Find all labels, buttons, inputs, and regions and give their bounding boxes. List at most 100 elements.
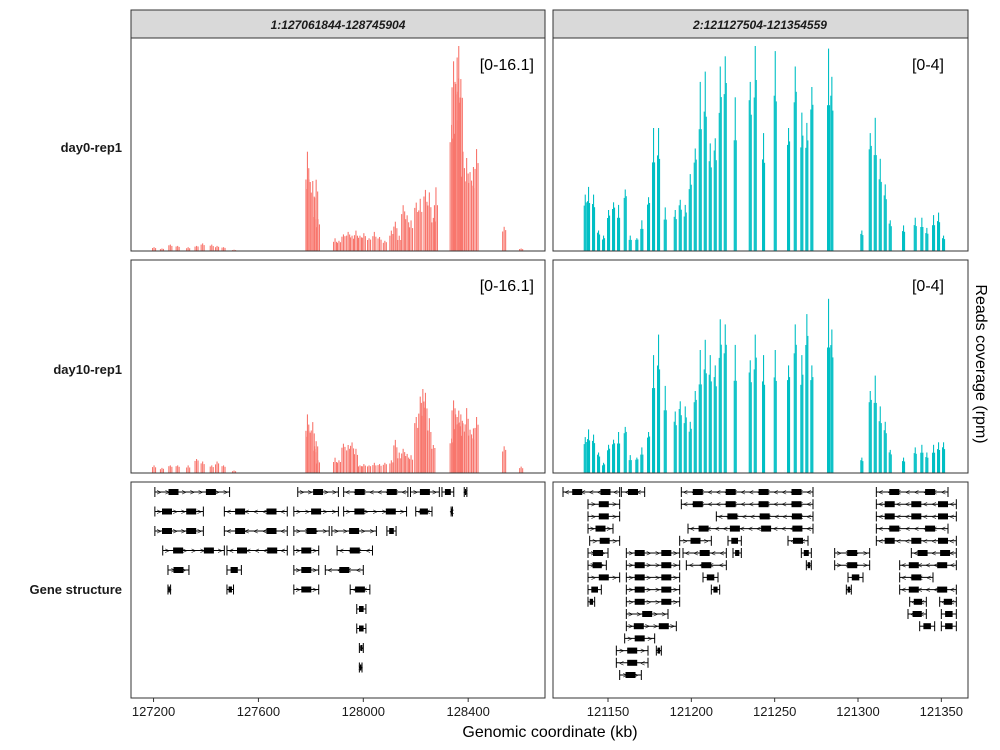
transcript: < < — [415, 506, 433, 517]
strand-arrow-icon: < — [272, 547, 277, 556]
coverage-bar — [753, 369, 755, 473]
coverage-bar — [733, 380, 735, 474]
strand-arrow-icon: < — [940, 549, 945, 558]
coverage-bar — [372, 236, 374, 251]
strand-arrow-icon: > — [591, 512, 596, 521]
exon-block — [661, 586, 672, 593]
coverage-bar — [460, 435, 462, 473]
coverage-bar — [344, 236, 346, 251]
strand-arrow-icon: < — [932, 512, 937, 521]
strand-arrow-icon: > — [308, 488, 313, 497]
exon-block — [354, 508, 365, 515]
strand-arrow-icon: < — [909, 586, 914, 595]
strand-arrow-icon: > — [646, 549, 651, 558]
transcript: > > > > > > > — [162, 545, 225, 556]
strand-arrow-icon: > — [304, 547, 309, 556]
strand-arrow-icon: > — [413, 488, 418, 497]
coverage-bar — [629, 455, 631, 473]
coverage-bar — [360, 466, 362, 473]
transcript: > > > — [587, 511, 621, 522]
exon-block — [628, 489, 638, 495]
coverage-bar — [623, 433, 625, 473]
coverage-bar — [598, 452, 600, 473]
coverage-bar — [585, 202, 587, 251]
strand-arrow-icon: < — [774, 512, 779, 521]
exon-block — [634, 598, 645, 605]
coverage-bar — [613, 439, 615, 473]
exon-block — [884, 537, 895, 544]
strand-arrow-icon: < — [941, 525, 946, 534]
coverage-bar — [762, 381, 764, 473]
coverage-bar — [915, 453, 917, 473]
coverage-bar — [415, 417, 417, 473]
strand-arrow-icon: > — [845, 549, 850, 558]
strand-arrow-icon: > — [637, 598, 642, 607]
strand-arrow-icon: < — [361, 488, 366, 497]
coverage-bar — [342, 443, 344, 473]
coverage-bar — [654, 388, 656, 473]
coverage-bar — [305, 179, 307, 251]
strand-arrow-icon: > — [346, 508, 351, 517]
strand-arrow-icon: > — [601, 512, 606, 521]
x-tick-label: 127600 — [237, 704, 280, 719]
coverage-bar — [604, 464, 606, 473]
coverage-bar — [713, 377, 715, 473]
coverage-bar — [921, 444, 923, 473]
strand-arrow-icon: > — [209, 547, 214, 556]
coverage-bar — [178, 466, 180, 473]
coverage-bar — [468, 435, 470, 473]
strand-arrow-icon: < — [911, 598, 916, 607]
coverage-bar — [801, 355, 803, 473]
strand-arrow-icon: > — [645, 610, 650, 619]
strand-arrow-icon: > — [601, 549, 606, 558]
transcript: < < < < < < < < < < < < < < < < — [680, 487, 814, 497]
coverage-bar — [459, 426, 461, 473]
coverage-bar — [812, 377, 814, 473]
exon-block — [937, 562, 948, 569]
coverage-bar — [704, 71, 706, 251]
strand-arrow-icon: < — [708, 573, 713, 582]
coverage-bar — [168, 245, 170, 251]
strand-arrow-icon: < — [914, 537, 919, 546]
coverage-bar — [463, 431, 465, 473]
coverage-bar — [827, 105, 829, 251]
strand-arrow-icon: < — [339, 547, 344, 556]
transcript: < < < < — [899, 572, 934, 583]
coverage-bar — [888, 452, 890, 473]
strand-arrow-icon: < — [918, 586, 923, 595]
coverage-bar — [347, 231, 349, 251]
strand-arrow-icon: < — [950, 537, 955, 546]
strand-arrow-icon: > — [837, 549, 842, 558]
strand-arrow-icon: < — [226, 508, 231, 517]
strand-arrow-icon: < — [926, 586, 931, 595]
coverage-bar — [379, 464, 381, 473]
strand-arrow-icon: < — [734, 512, 739, 521]
strand-arrow-icon: < — [905, 537, 910, 546]
strand-arrow-icon: < — [941, 537, 946, 546]
strand-arrow-icon: > — [157, 488, 162, 497]
coverage-bar — [218, 246, 220, 251]
coverage-bar — [177, 465, 179, 473]
coverage-bar — [763, 355, 765, 473]
coverage-bar — [715, 386, 717, 473]
strand-arrow-icon: < — [913, 549, 918, 558]
exon-block — [349, 547, 360, 554]
coverage-bar — [339, 242, 341, 251]
strand-arrow-icon: > — [653, 622, 658, 631]
strand-arrow-icon: < — [914, 512, 919, 521]
coverage-bar — [587, 201, 589, 251]
strand-arrow-icon: < — [920, 598, 925, 607]
row-label-day0: day0-rep1 — [61, 140, 122, 155]
coverage-bar — [637, 459, 639, 473]
coverage-bar — [414, 207, 416, 251]
coverage-bar — [370, 466, 372, 473]
strand-arrow-icon: < — [914, 500, 919, 509]
coverage-bar — [775, 380, 777, 473]
coverage-bar — [938, 212, 940, 251]
coverage-bar — [787, 380, 789, 473]
strand-arrow-icon: < — [691, 488, 696, 497]
coverage-bar — [477, 163, 479, 251]
range-label-day10-region2: [0-4] — [912, 278, 944, 295]
coverage-bar — [433, 205, 435, 251]
coverage-bar — [186, 248, 188, 251]
